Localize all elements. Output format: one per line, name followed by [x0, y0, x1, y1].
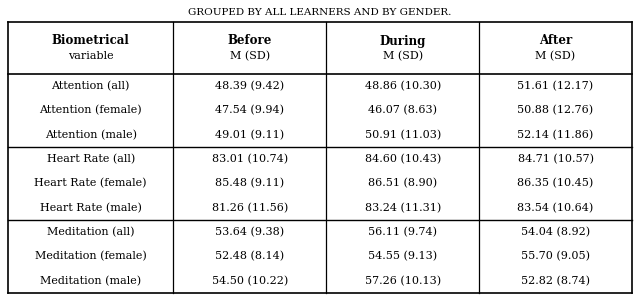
Text: 54.55 (9.13): 54.55 (9.13) [368, 251, 437, 262]
Text: 85.48 (9.11): 85.48 (9.11) [215, 178, 284, 189]
Text: Meditation (female): Meditation (female) [35, 251, 147, 262]
Text: M (SD): M (SD) [383, 51, 423, 61]
Text: 50.91 (11.03): 50.91 (11.03) [365, 130, 441, 140]
Text: 52.82 (8.74): 52.82 (8.74) [521, 276, 590, 286]
Text: Attention (female): Attention (female) [40, 105, 142, 116]
Text: During: During [380, 34, 426, 48]
Text: 51.61 (12.17): 51.61 (12.17) [518, 81, 594, 91]
Text: 83.24 (11.31): 83.24 (11.31) [365, 203, 441, 213]
Text: 83.01 (10.74): 83.01 (10.74) [212, 154, 288, 164]
Text: GROUPED BY ALL LEARNERS AND BY GENDER.: GROUPED BY ALL LEARNERS AND BY GENDER. [188, 8, 452, 17]
Text: 52.48 (8.14): 52.48 (8.14) [215, 251, 284, 262]
Text: 47.54 (9.94): 47.54 (9.94) [215, 105, 284, 116]
Text: Before: Before [228, 34, 272, 48]
Text: 49.01 (9.11): 49.01 (9.11) [215, 130, 284, 140]
Text: Biometrical: Biometrical [52, 34, 129, 48]
Text: 50.88 (12.76): 50.88 (12.76) [518, 105, 594, 116]
Text: 53.64 (9.38): 53.64 (9.38) [215, 227, 284, 237]
Text: After: After [539, 34, 572, 48]
Text: 54.04 (8.92): 54.04 (8.92) [521, 227, 590, 237]
Text: Heart Rate (all): Heart Rate (all) [47, 154, 135, 164]
Text: 48.39 (9.42): 48.39 (9.42) [215, 81, 284, 91]
Text: 52.14 (11.86): 52.14 (11.86) [517, 130, 594, 140]
Text: variable: variable [68, 51, 113, 61]
Text: 57.26 (10.13): 57.26 (10.13) [365, 276, 441, 286]
Text: M (SD): M (SD) [536, 51, 575, 61]
Text: 46.07 (8.63): 46.07 (8.63) [368, 105, 437, 116]
Text: 86.51 (8.90): 86.51 (8.90) [368, 178, 437, 189]
Text: Attention (male): Attention (male) [45, 130, 137, 140]
Text: 56.11 (9.74): 56.11 (9.74) [368, 227, 437, 237]
Text: 83.54 (10.64): 83.54 (10.64) [517, 203, 594, 213]
Text: Meditation (all): Meditation (all) [47, 227, 134, 237]
Text: Attention (all): Attention (all) [51, 81, 130, 91]
Text: 86.35 (10.45): 86.35 (10.45) [517, 178, 594, 189]
Text: M (SD): M (SD) [230, 51, 270, 61]
Text: Heart Rate (male): Heart Rate (male) [40, 203, 141, 213]
Text: 84.71 (10.57): 84.71 (10.57) [518, 154, 593, 164]
Text: 55.70 (9.05): 55.70 (9.05) [521, 251, 590, 262]
Text: 54.50 (10.22): 54.50 (10.22) [212, 276, 288, 286]
Text: Heart Rate (female): Heart Rate (female) [35, 178, 147, 189]
Text: 48.86 (10.30): 48.86 (10.30) [365, 81, 441, 91]
Text: Meditation (male): Meditation (male) [40, 276, 141, 286]
Text: 81.26 (11.56): 81.26 (11.56) [212, 203, 288, 213]
Text: 84.60 (10.43): 84.60 (10.43) [365, 154, 441, 164]
